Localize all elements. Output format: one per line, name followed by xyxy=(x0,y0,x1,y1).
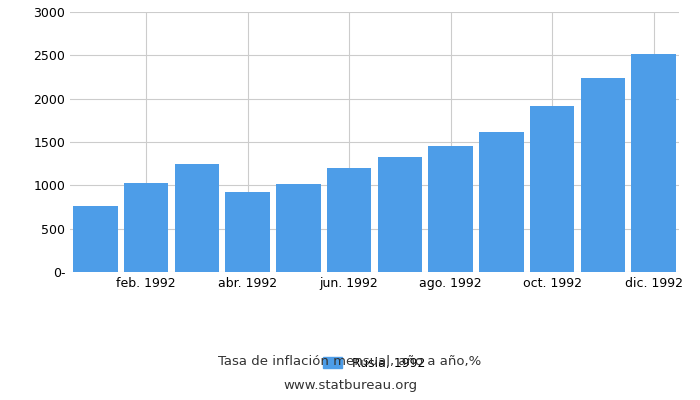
Bar xyxy=(428,146,473,272)
Text: Tasa de inflación mensual, año a año,%: Tasa de inflación mensual, año a año,% xyxy=(218,356,482,368)
Text: www.statbureau.org: www.statbureau.org xyxy=(283,380,417,392)
Bar xyxy=(631,54,676,272)
Bar xyxy=(530,106,575,272)
Bar xyxy=(174,164,219,272)
Bar xyxy=(73,206,118,272)
Bar xyxy=(377,157,422,272)
Bar xyxy=(225,192,270,272)
Bar xyxy=(276,184,321,272)
Bar xyxy=(580,78,625,272)
Bar xyxy=(327,168,372,272)
Legend: Rusia, 1992: Rusia, 1992 xyxy=(318,352,430,375)
Bar xyxy=(479,132,524,272)
Bar xyxy=(124,183,169,272)
